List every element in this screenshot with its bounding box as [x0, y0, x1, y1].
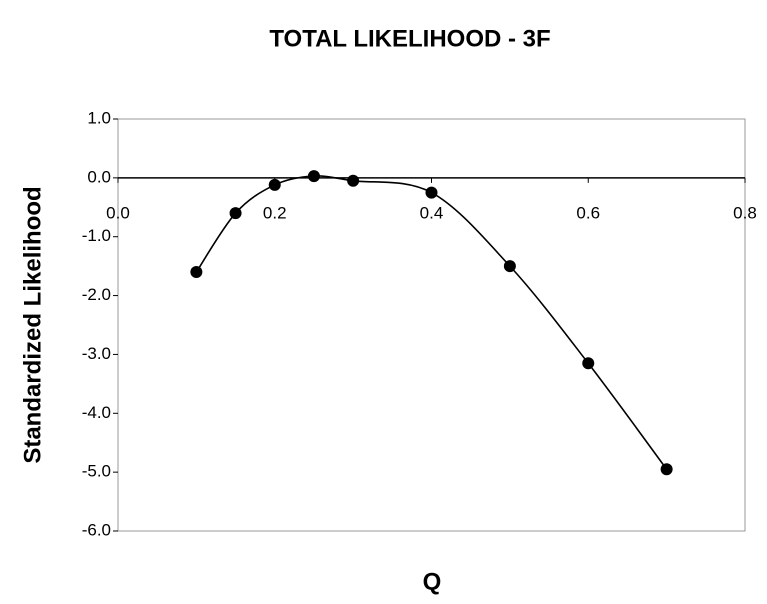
chart-title: TOTAL LIKELIHOOD - 3F [269, 25, 550, 52]
x-tick-label: 0.6 [576, 203, 600, 222]
y-tick-label: -4.0 [82, 403, 111, 422]
line [195, 175, 668, 470]
marker [307, 170, 320, 183]
marker [268, 178, 281, 191]
x-tick-label: 0.4 [420, 203, 444, 222]
x-tick-label: 0.2 [263, 203, 287, 222]
marker [190, 266, 203, 279]
x-axis-label: Q [423, 568, 442, 595]
marker [229, 207, 242, 220]
x-tick-label: 0.0 [106, 203, 130, 222]
y-tick-label: -2.0 [82, 285, 111, 304]
y-axis-label: Standardized Likelihood [19, 186, 46, 463]
y-tick-label: -3.0 [82, 344, 111, 363]
y-tick-label: 0.0 [87, 167, 111, 186]
plot-area [117, 118, 746, 532]
y-tick-label: -5.0 [82, 462, 111, 481]
marker [582, 357, 595, 370]
y-tick-label: -1.0 [82, 226, 111, 245]
y-tick-label: 1.0 [87, 108, 111, 127]
marker [503, 260, 516, 273]
marker [425, 186, 438, 199]
x-tick-label: 0.8 [733, 203, 757, 222]
marker [347, 174, 360, 187]
marker [660, 463, 673, 476]
y-tick-label: -6.0 [82, 520, 111, 539]
